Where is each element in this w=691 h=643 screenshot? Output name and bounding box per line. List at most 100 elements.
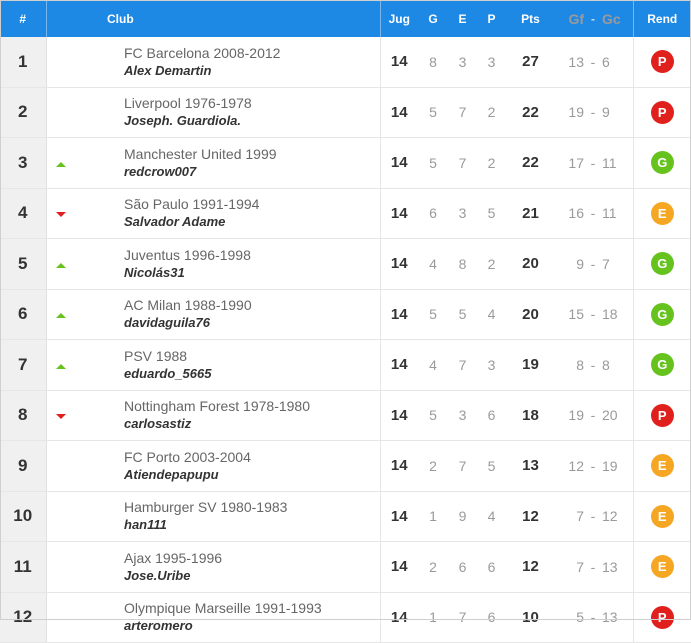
table-row[interactable]: 8 Nottingham Forest 1978-1980 carlosastiz 1…: [0, 390, 691, 441]
manager-name[interactable]: carlosastiz: [124, 416, 192, 432]
table-row[interactable]: 1 FC Barcelona 2008-2012 Alex Demartin 14 8 3…: [0, 37, 691, 88]
club-name[interactable]: FC Barcelona 2008-2012: [124, 44, 281, 61]
manager-name[interactable]: Jose.Uribe: [124, 567, 191, 583]
club-name[interactable]: Hamburger SV 1980-1983: [124, 499, 288, 516]
e-cell: 7: [448, 137, 477, 189]
table-row[interactable]: 7 PSV 1988 eduardo_5665 14 4 7 3 19 8-8 G: [0, 339, 691, 391]
manager-name[interactable]: han111: [124, 517, 167, 533]
header-rend[interactable]: Rend: [632, 0, 691, 37]
position-cell: 1: [0, 37, 47, 88]
rend-cell: P: [632, 592, 691, 643]
g-cell: 5: [418, 390, 448, 441]
header-p[interactable]: P: [487, 11, 496, 26]
header-pts[interactable]: Pts: [521, 11, 540, 26]
jug-cell: 14: [379, 440, 418, 492]
rend-cell: E: [632, 491, 691, 542]
manager-name[interactable]: redcrow007: [124, 163, 197, 179]
table-row[interactable]: 6 AC Milan 1988-1990 davidaguila76 14 5 5 4 20 1…: [0, 289, 691, 340]
table-row[interactable]: 5 Juventus 1996-1998 Nicolás31 14 4 8 2 20 9-7 G: [0, 238, 691, 290]
table-row[interactable]: 12 Olympique Marseille 1991-1993 arteromer…: [0, 592, 691, 643]
pts-cell: 18: [506, 390, 555, 441]
g-cell: 2: [418, 440, 448, 492]
trend-cell: [46, 541, 76, 593]
club-name[interactable]: Manchester United 1999: [124, 145, 277, 162]
rend-badge: P: [650, 403, 674, 427]
trend-cell: [46, 238, 76, 290]
club-name[interactable]: Nottingham Forest 1978-1980: [124, 398, 310, 415]
club-cell[interactable]: São Paulo 1991-1994 Salvador Adame: [76, 188, 380, 239]
club-name[interactable]: PSV 1988: [124, 347, 188, 364]
manager-name[interactable]: davidaguila76: [124, 315, 210, 331]
club-name[interactable]: Ajax 1995-1996: [124, 549, 223, 566]
pts-cell: 20: [506, 289, 555, 340]
club-cell[interactable]: Manchester United 1999 redcrow007: [76, 137, 380, 189]
club-name[interactable]: Liverpool 1976-1978: [124, 95, 252, 112]
gf-cell: 19: [555, 87, 588, 138]
table-row[interactable]: 4 São Paulo 1991-1994 Salvador Adame 14 6 3 5 2…: [0, 188, 691, 239]
club-cell[interactable]: Hamburger SV 1980-1983 han111: [76, 491, 380, 542]
trend-cell: [46, 289, 76, 340]
club-cell[interactable]: Nottingham Forest 1978-1980 carlosastiz: [76, 390, 380, 441]
e-cell: 3: [448, 390, 477, 441]
gf-cell: 7: [555, 491, 588, 542]
club-cell[interactable]: Liverpool 1976-1978 Joseph. Guardiola.: [76, 87, 380, 138]
header-jug[interactable]: Jug: [379, 0, 418, 37]
header-g[interactable]: G: [428, 11, 438, 26]
goal-separator: -: [588, 238, 598, 290]
club-cell[interactable]: Ajax 1995-1996 Jose.Uribe: [76, 541, 380, 593]
g-cell: 4: [418, 339, 448, 391]
header-trend: [45, 0, 76, 37]
club-name[interactable]: Juventus 1996-1998: [124, 246, 251, 263]
manager-name[interactable]: eduardo_5665: [124, 365, 212, 381]
header-club[interactable]: Club: [107, 11, 134, 26]
goal-separator: -: [588, 541, 598, 593]
manager-name[interactable]: Atiendepapupu: [124, 466, 219, 482]
club-cell[interactable]: PSV 1988 eduardo_5665: [76, 339, 380, 391]
table-row[interactable]: 2 Liverpool 1976-1978 Joseph. Guardiola. 14…: [0, 87, 691, 138]
table-row[interactable]: 3 Manchester United 1999 redcrow007 14 5 7 2 22…: [0, 137, 691, 189]
club-cell[interactable]: Juventus 1996-1998 Nicolás31: [76, 238, 380, 290]
header-pos[interactable]: #: [19, 11, 27, 26]
club-cell[interactable]: AC Milan 1988-1990 davidaguila76: [76, 289, 380, 340]
trend-cell: [46, 390, 76, 441]
header-gc[interactable]: Gc: [602, 10, 621, 27]
manager-name[interactable]: Salvador Adame: [124, 214, 226, 230]
g-cell: 4: [418, 238, 448, 290]
table-row[interactable]: 10 Hamburger SV 1980-1983 han111 14 1 9 4 12 7-1…: [0, 491, 691, 542]
gc-cell: 8: [598, 339, 633, 391]
g-cell: 1: [418, 491, 448, 542]
club-cell[interactable]: FC Barcelona 2008-2012 Alex Demartin: [76, 37, 380, 88]
gf-cell: 9: [555, 238, 588, 290]
jug-cell: 14: [379, 137, 418, 189]
jug-cell: 14: [379, 188, 418, 239]
club-name[interactable]: FC Porto 2003-2004: [124, 448, 251, 465]
club-cell[interactable]: Olympique Marseille 1991-1993 arteromero: [76, 592, 380, 643]
club-name[interactable]: Olympique Marseille 1991-1993: [124, 600, 322, 617]
club-cell[interactable]: FC Porto 2003-2004 Atiendepapupu: [76, 440, 380, 492]
goal-separator: -: [588, 87, 598, 138]
rend-cell: P: [632, 390, 691, 441]
header-gf[interactable]: Gf: [568, 10, 584, 27]
position-cell: 6: [0, 289, 47, 340]
club-name[interactable]: AC Milan 1988-1990: [124, 297, 252, 314]
club-name[interactable]: São Paulo 1991-1994: [124, 196, 260, 213]
jug-cell: 14: [379, 289, 418, 340]
manager-name[interactable]: Joseph. Guardiola.: [124, 113, 242, 129]
manager-name[interactable]: Nicolás31: [124, 264, 185, 280]
gc-cell: 11: [598, 137, 633, 189]
pts-cell: 12: [506, 491, 555, 542]
goal-separator: -: [588, 390, 598, 441]
table-row[interactable]: 11 Ajax 1995-1996 Jose.Uribe 14 2 6 6 12 7-13 E: [0, 541, 691, 593]
table-row[interactable]: 9 FC Porto 2003-2004 Atiendepapupu 14 2 7 5 13 1…: [0, 440, 691, 492]
manager-name[interactable]: Alex Demartin: [124, 62, 212, 78]
jug-cell: 14: [379, 37, 418, 88]
jug-cell: 14: [379, 390, 418, 441]
goal-separator: -: [588, 440, 598, 492]
g-cell: 1: [418, 592, 448, 643]
position-cell: 4: [0, 188, 47, 239]
gc-cell: 11: [598, 188, 633, 239]
g-cell: 2: [418, 541, 448, 593]
rend-badge: E: [650, 555, 674, 579]
header-e[interactable]: E: [458, 11, 467, 26]
